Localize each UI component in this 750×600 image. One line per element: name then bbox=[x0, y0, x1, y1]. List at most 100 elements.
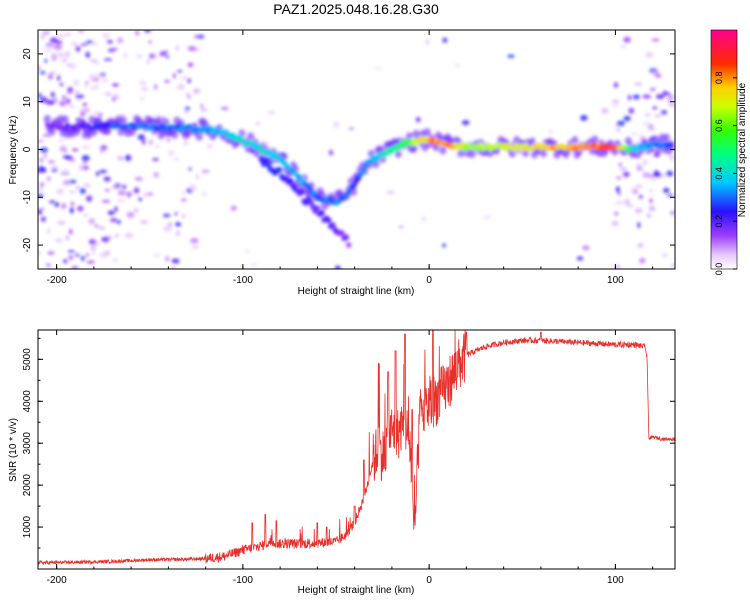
spectrogram-noise-blob bbox=[106, 92, 112, 97]
spectrogram-noise-blob bbox=[69, 207, 74, 214]
snr-frame bbox=[37, 329, 676, 570]
spectrogram-noise-blob bbox=[59, 82, 64, 87]
spectrogram-noise-blob bbox=[645, 51, 654, 58]
spectrogram-noise-blob bbox=[48, 99, 56, 105]
spectrogram-noise-blob bbox=[68, 190, 76, 194]
spectrogram-noise-blob bbox=[56, 52, 65, 57]
spectrogram-noise-blob bbox=[79, 187, 86, 194]
spectrogram-ridge-point bbox=[257, 144, 262, 150]
spectrogram-noise-blob bbox=[175, 222, 182, 227]
spectrogram-noise-blob bbox=[267, 110, 276, 115]
colorbar bbox=[710, 29, 738, 270]
spectrogram-branch-point bbox=[319, 209, 325, 216]
snr-x-axis: -200 -100 0 100 bbox=[47, 330, 654, 586]
spectrogram-noise-blob bbox=[70, 105, 74, 109]
spectrogram-noise-blob bbox=[639, 257, 646, 264]
spectrogram-x-tick-label: 0 bbox=[426, 275, 432, 286]
spectrogram-noise-blob bbox=[622, 171, 630, 178]
spectrogram-noise-blob bbox=[635, 163, 643, 168]
spectrogram-branch-point bbox=[330, 222, 336, 229]
spectrogram-noise-blob bbox=[652, 106, 658, 110]
spectrogram-noise-blob bbox=[421, 216, 427, 221]
spectrogram-ridge-point bbox=[307, 186, 313, 192]
spectrogram-noise-blob bbox=[111, 185, 120, 190]
spectrogram-noise-blob bbox=[662, 252, 668, 258]
spectrogram-ridge-halo bbox=[468, 149, 476, 159]
spectrogram-x-tick-label: -200 bbox=[47, 275, 67, 286]
snr-y-tick-label: 1000 bbox=[22, 516, 33, 539]
spectrogram-noise-blob bbox=[635, 184, 643, 188]
spectrogram-noise-blob bbox=[111, 96, 116, 102]
spectrogram-noise-blob bbox=[639, 134, 646, 139]
spectrogram-noise-blob bbox=[185, 91, 190, 98]
spectrogram-noise-blob bbox=[644, 112, 651, 117]
spectrogram-noise-blob bbox=[98, 226, 106, 231]
spectrogram-noise-blob bbox=[74, 89, 80, 96]
spectrogram-noise-blob bbox=[649, 88, 656, 91]
snr-x-tick-label: -100 bbox=[233, 575, 253, 586]
spectrogram-noise-blob bbox=[149, 53, 153, 59]
spectrogram-noise-blob bbox=[181, 198, 187, 202]
spectrogram-noise-blob bbox=[71, 148, 79, 152]
spectrogram-noise-blob bbox=[112, 83, 119, 87]
spectrogram-noise-blob bbox=[668, 101, 672, 106]
spectrogram-noise-blob bbox=[82, 165, 90, 170]
spectrogram-noise-blob bbox=[143, 191, 148, 199]
spectrogram-noise-blob bbox=[75, 94, 84, 99]
spectrogram-noise-blob bbox=[69, 63, 77, 70]
spectrogram-ridge-halo bbox=[119, 116, 127, 125]
spectrogram-noise-blob bbox=[80, 111, 86, 117]
spectrogram-noise-blob bbox=[65, 98, 71, 104]
spectrogram-noise-blob bbox=[415, 116, 421, 123]
spectrogram-ridge-halo bbox=[432, 142, 440, 152]
spectrogram-noise-blob bbox=[140, 87, 149, 91]
spectrogram-noise-blob bbox=[646, 213, 652, 218]
snr-x-tick-label: 100 bbox=[607, 575, 624, 586]
spectrogram-noise-blob bbox=[46, 47, 52, 53]
spectrogram-noise-blob bbox=[62, 95, 66, 100]
spectrogram-noise-blob bbox=[580, 115, 588, 121]
spectrogram-noise-blob bbox=[170, 266, 177, 269]
spectrogram-branch-point bbox=[307, 199, 314, 205]
spectrogram-noise-blob bbox=[175, 45, 180, 51]
spectrogram-noise-blob bbox=[206, 143, 213, 149]
spectrogram-noise-blob bbox=[83, 213, 88, 218]
colorbar-ticks: 0.0 0.2 0.4 0.6 0.8 bbox=[714, 72, 737, 275]
spectrogram-noise-blob bbox=[115, 233, 119, 238]
spectrogram-noise-blob bbox=[53, 97, 58, 102]
spectrogram-noise-blob bbox=[99, 169, 107, 174]
spectrogram-noise-blob bbox=[126, 211, 135, 218]
spectrogram-noise-blob bbox=[85, 253, 90, 257]
spectrogram-noise-blob bbox=[107, 210, 115, 216]
spectrogram-noise-blob bbox=[38, 193, 44, 198]
spectrogram-noise-blob bbox=[425, 39, 430, 45]
spectrogram-noise-blob bbox=[104, 250, 111, 257]
spectrogram-noise-blob bbox=[44, 59, 48, 63]
spectrogram-ridge-halo bbox=[571, 136, 579, 145]
spectrogram-noise-blob bbox=[461, 120, 470, 126]
spectrogram-noise-blob bbox=[670, 264, 675, 268]
spectrogram-noise-blob bbox=[164, 49, 168, 55]
spectrogram-ridge-halo bbox=[405, 132, 413, 141]
spectrogram-noise-blob bbox=[166, 137, 170, 143]
spectrogram-branch-point bbox=[325, 217, 332, 224]
spectrogram-noise-blob bbox=[94, 224, 99, 228]
spectrogram-noise-blob bbox=[201, 192, 207, 196]
spectrogram-noise-blob bbox=[334, 265, 341, 269]
spectrogram-noise-blob bbox=[88, 218, 95, 225]
spectrogram-noise-blob bbox=[76, 185, 80, 191]
spectrogram-noise-blob bbox=[139, 80, 147, 86]
spectrogram-noise-blob bbox=[672, 210, 675, 214]
spectrogram-noise-blob bbox=[668, 95, 675, 99]
spectrogram-noise-blob bbox=[386, 190, 395, 195]
colorbar-label: Normalized spectral amplitude bbox=[737, 82, 748, 217]
spectrogram-noise-blob bbox=[182, 191, 186, 195]
spectrogram-noise-blob bbox=[620, 44, 627, 49]
spectrogram-noise-blob bbox=[39, 208, 43, 215]
spectrogram-noise-blob bbox=[103, 176, 111, 182]
spectrogram-ridge-halo bbox=[195, 132, 203, 141]
spectrogram-branch-point bbox=[276, 166, 283, 173]
spectrogram-branch-point bbox=[287, 177, 294, 184]
spectrogram-noise-blob bbox=[582, 245, 590, 251]
